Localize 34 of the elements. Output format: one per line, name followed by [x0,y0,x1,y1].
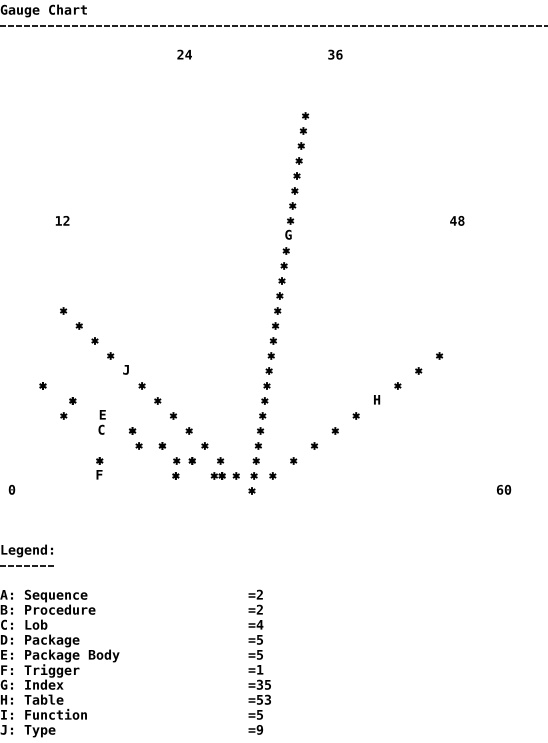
data-label: =5 [248,710,264,720]
category-label: I: Function [1,708,87,720]
text: Gauge Chart [0,4,87,18]
data-label: =5 [248,634,264,645]
data-label: =4 [248,620,264,630]
data-label: =2 [248,590,263,600]
category-label: C: Lob [0,620,48,630]
text: 24 [177,50,192,60]
category-label: D: Package [0,634,80,648]
data-label: =5 [248,650,264,660]
category-label: A: Sequence [0,590,88,602]
text: H [374,394,380,405]
text: 60 [496,484,512,495]
category-label: B: Procedure [0,604,96,615]
text: F [96,470,103,480]
data-label: =53 [248,694,272,705]
text: 36 [328,50,343,60]
text: 48 [450,216,465,226]
text: J [123,364,129,375]
data-label: =9 [248,724,264,735]
text: C [98,424,104,435]
category-label: J: Type [0,724,56,738]
category-label: H: Table [0,694,64,705]
text: G [285,230,292,240]
text: E [100,410,106,420]
category-label: G: Index [0,680,64,690]
data-label: =2 [248,604,263,615]
text: 12 [56,216,70,226]
legend-title: Legend: [1,544,54,558]
category-label: F: Trigger [1,664,80,678]
data-label: =35 [248,680,272,690]
category-label: E: Package Body [1,650,120,662]
text: 0 [8,484,16,495]
data-label: =1 [248,664,264,675]
